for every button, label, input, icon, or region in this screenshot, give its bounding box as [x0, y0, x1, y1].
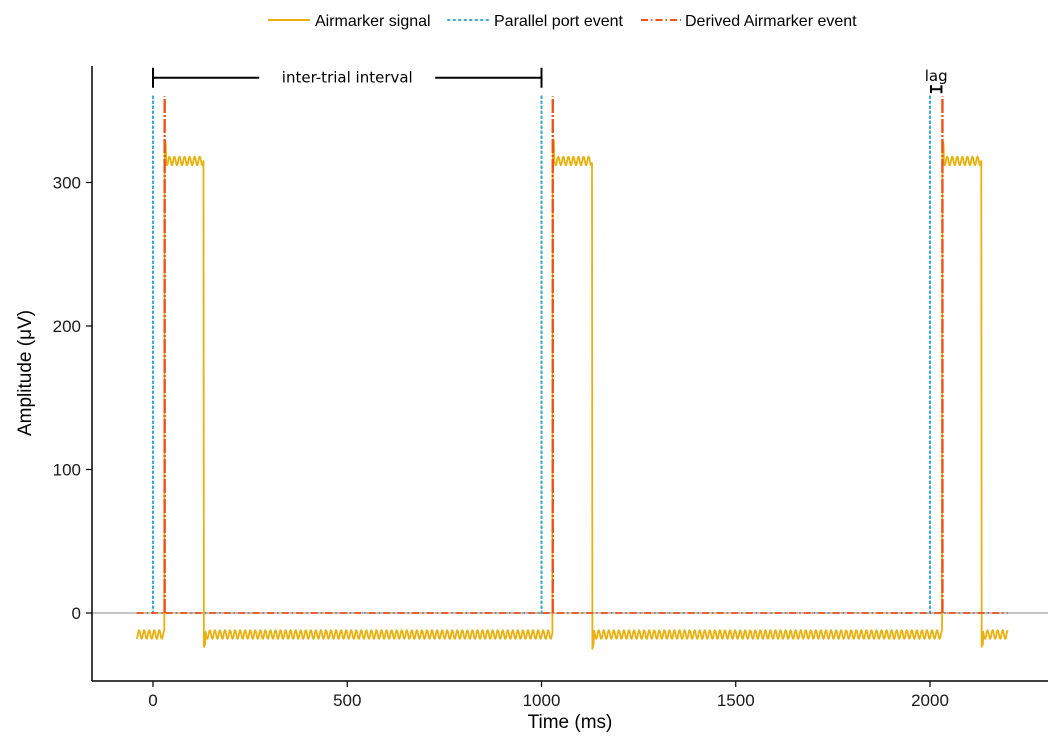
annotations: inter-trial interval lag [152, 67, 948, 94]
x-tick-label: 500 [333, 691, 361, 710]
y-tick-label: 0 [72, 604, 81, 623]
x-tick-label: 0 [148, 691, 157, 710]
x-tick-label: 1000 [523, 691, 561, 710]
legend-label-parallel-port-event: Parallel port event [494, 13, 624, 30]
legend: Airmarker signal Parallel port event Der… [268, 13, 857, 30]
inter-trial-interval-bracket [152, 67, 543, 88]
y-tick-label: 300 [53, 174, 81, 193]
legend-label-airmarker-signal: Airmarker signal [315, 13, 431, 30]
x-tick-label: 1500 [717, 691, 755, 710]
lag-bracket [930, 85, 943, 94]
airmarker-signal-line [135, 138, 1009, 650]
y-tick-label: 200 [53, 317, 81, 336]
inter-trial-interval-label: inter-trial interval [282, 69, 413, 87]
x-tick-label: 2000 [911, 691, 949, 710]
y-tick-label: 100 [53, 461, 81, 480]
y-ticks: 0 100 200 300 [53, 174, 92, 623]
x-axis-title: Time (ms) [528, 712, 613, 733]
y-axis-title: Amplitude (μV) [15, 310, 36, 436]
lag-label: lag [925, 67, 948, 85]
x-ticks: 0 500 1000 1500 2000 [148, 681, 949, 710]
axes: 0 500 1000 1500 2000 0 100 200 300 Time (ms) Am… [15, 66, 1048, 733]
series-layer [135, 95, 1009, 650]
legend-label-derived-airmarker-event: Derived Airmarker event [685, 13, 857, 30]
